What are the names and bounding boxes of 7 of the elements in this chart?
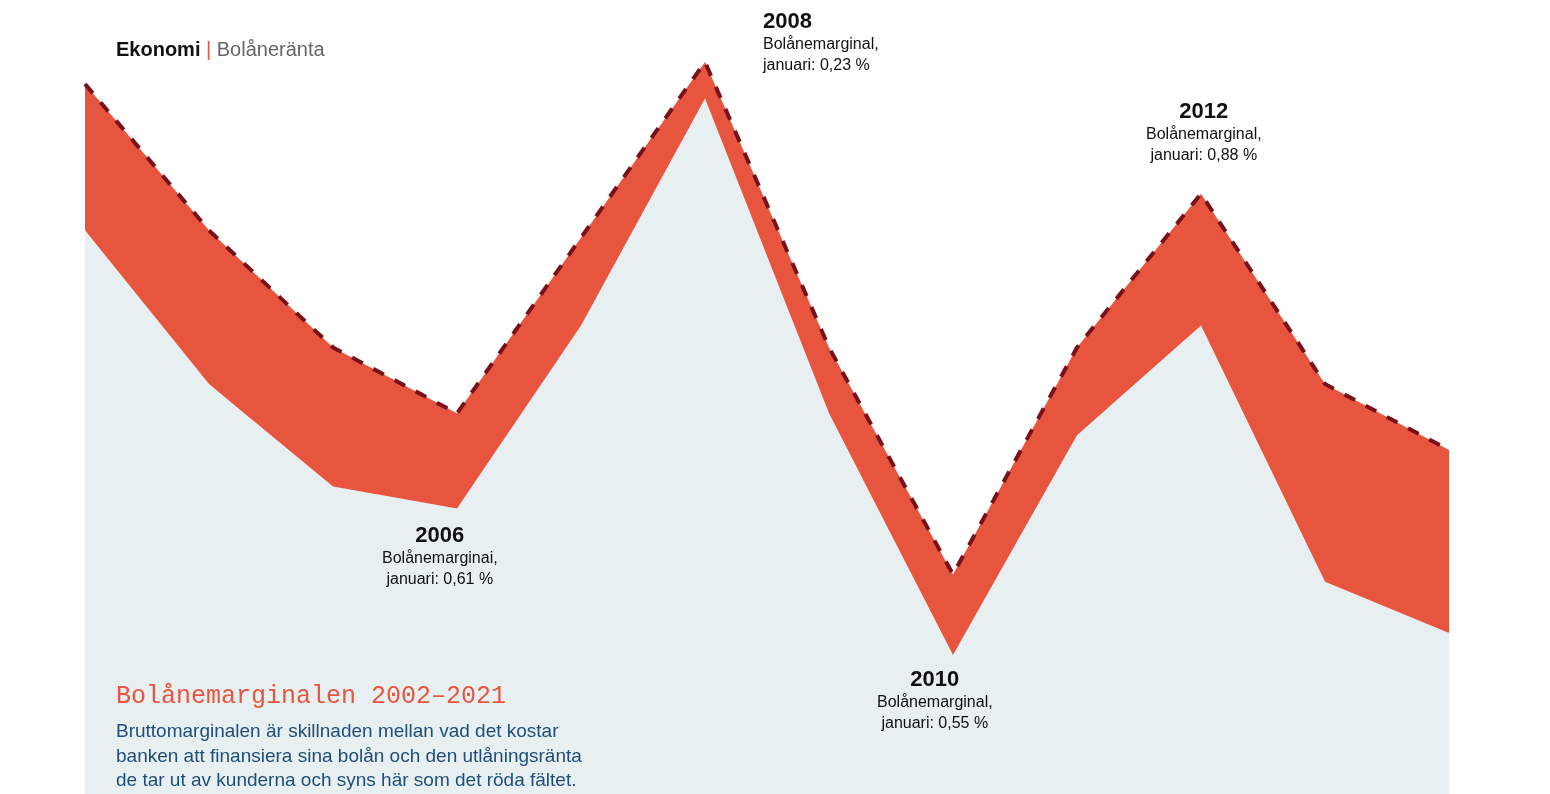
annotation: 2010 Bolånemarginal, januari: 0,55 % <box>877 666 993 731</box>
annotation: Bruttomarginalen är skillnaden mellan vad det kostar banken att finansiera sina bolån och den utlåningsränta de tar ut av kunderna och syns här som det röda fältet. <box>116 720 583 791</box>
annotation: 2008 Bolånemarginal, januari: 0,23 % <box>762 8 879 73</box>
text: Bolånemarginalen 2002–2021 <box>116 682 507 711</box>
annotation: 2012 Bolånemarginal, januari: 0,88 % <box>1146 98 1262 163</box>
annotation: 2006 Bolånemarginai, januari: 0,61 % <box>382 522 498 587</box>
chart-title: Ekonomi | Bolåneränta <box>116 38 326 60</box>
